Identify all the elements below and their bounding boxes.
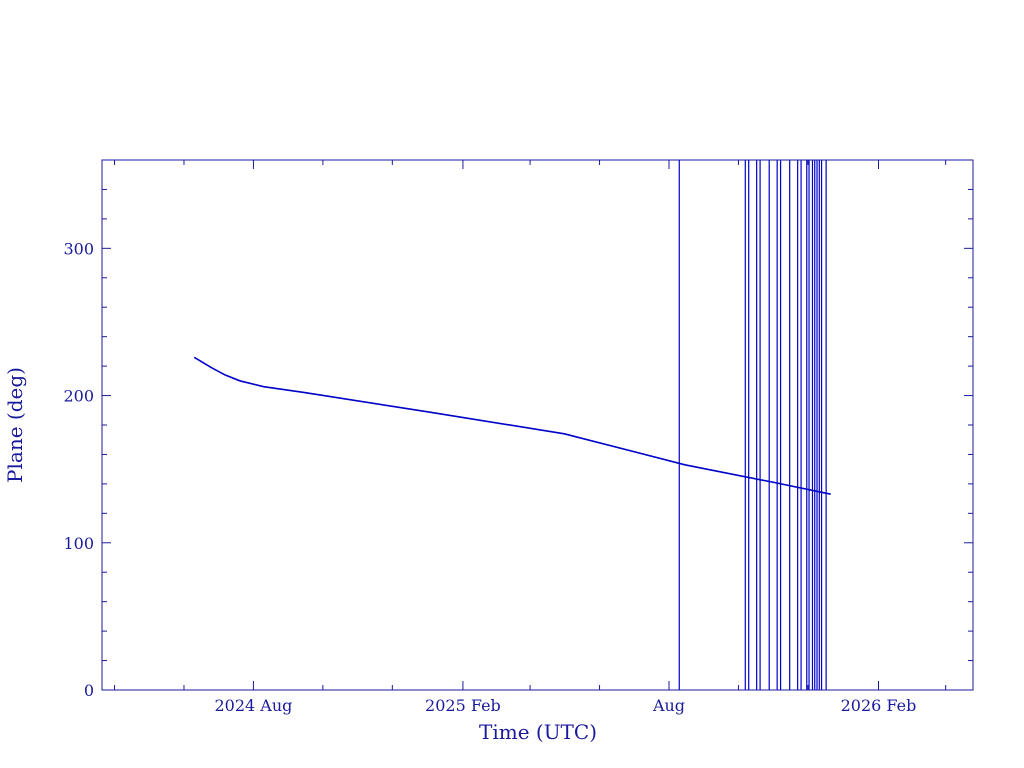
series-line	[193, 356, 831, 495]
vertical-event-lines	[678, 160, 827, 690]
y-tick-label: 100	[63, 534, 94, 553]
y-tick-labels: 0 100 200 300	[63, 239, 94, 700]
x-tick-labels: 2024 Aug 2025 Feb Aug 2026 Feb	[214, 696, 916, 715]
plot-frame	[101, 159, 974, 691]
x-tick-label: 2025 Feb	[425, 696, 501, 715]
y-tick-label: 300	[63, 239, 94, 258]
x-tick-label: 2026 Feb	[841, 696, 917, 715]
x-tick-label: 2024 Aug	[214, 696, 292, 715]
axis-ticks	[102, 159, 973, 691]
x-axis-title: Time (UTC)	[479, 720, 597, 744]
y-tick-label: 200	[63, 387, 94, 406]
y-tick-label: 0	[84, 681, 94, 700]
y-axis-title: Plane (deg)	[3, 367, 27, 483]
x-tick-label: Aug	[652, 696, 685, 715]
